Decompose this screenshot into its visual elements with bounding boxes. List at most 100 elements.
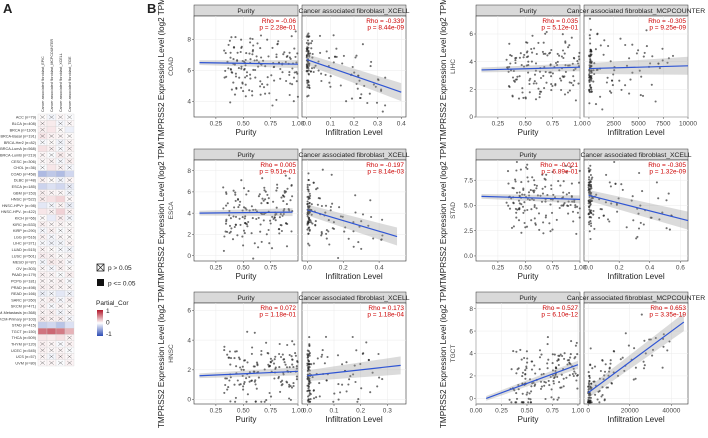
- colorbar: [97, 310, 103, 336]
- data-point: [372, 237, 375, 240]
- data-point: [285, 380, 288, 383]
- data-point: [249, 77, 252, 80]
- data-point: [588, 183, 591, 186]
- data-point: [294, 55, 297, 58]
- data-point: [236, 234, 239, 237]
- data-point: [305, 65, 308, 68]
- data-point: [253, 59, 256, 62]
- data-point: [508, 42, 511, 45]
- data-point: [266, 193, 269, 196]
- data-point: [306, 81, 309, 84]
- heatmap-cross-mark: [49, 291, 54, 296]
- data-point: [318, 395, 321, 398]
- data-point: [282, 209, 285, 212]
- data-point: [228, 224, 232, 227]
- data-point: [564, 40, 567, 43]
- data-point: [307, 72, 310, 75]
- scatter-plot-tgct: TMPRSS2 Expression Level (log2 TPM TGCT02…: [439, 285, 705, 428]
- x-axis-title: Infiltration Level: [607, 415, 665, 424]
- heatmap-cross-mark: [58, 316, 63, 321]
- heatmap-cell: [55, 208, 66, 215]
- data-point: [360, 220, 363, 223]
- data-point: [542, 74, 545, 77]
- data-point: [572, 220, 575, 223]
- data-point: [307, 232, 310, 235]
- data-point: [307, 355, 310, 358]
- data-point: [271, 104, 274, 107]
- heatmap-cross-mark: [67, 335, 72, 340]
- data-point: [278, 352, 281, 356]
- data-point: [274, 219, 277, 222]
- data-point: [560, 88, 563, 92]
- heatmap-cross-mark: [67, 266, 72, 271]
- data-point: [544, 185, 547, 188]
- data-point: [310, 67, 314, 70]
- x-tick-label: 0.2: [349, 121, 358, 128]
- heatmap-cross-mark: [67, 209, 72, 214]
- data-point: [259, 85, 262, 88]
- regression-line: [481, 66, 581, 71]
- data-point: [270, 247, 274, 250]
- x-tick-label: 1.00: [292, 121, 305, 128]
- data-point: [243, 68, 246, 71]
- data-point: [291, 363, 294, 366]
- p-value-label: p = 1.18e-04: [367, 312, 404, 319]
- data-point: [355, 82, 358, 85]
- data-point: [530, 390, 533, 393]
- data-point: [344, 226, 347, 229]
- scatter-panels: TMPRSS2 Expression Level (log2 TPM COAD46…: [157, 0, 705, 428]
- data-point: [524, 373, 527, 376]
- data-point: [306, 46, 309, 49]
- data-point: [517, 199, 521, 202]
- heatmap-cross-mark: [49, 279, 54, 283]
- data-point: [307, 83, 310, 87]
- data-point: [554, 369, 557, 373]
- data-point: [324, 204, 328, 207]
- data-point: [308, 400, 311, 403]
- heatmap-column-label: Cancer associated fibroblast_TIDE: [68, 56, 72, 112]
- data-point: [283, 195, 286, 198]
- data-point: [224, 222, 228, 225]
- data-point: [224, 69, 227, 72]
- data-point: [666, 61, 669, 64]
- data-point: [578, 216, 581, 219]
- data-point: [320, 232, 323, 235]
- data-point: [645, 45, 648, 48]
- data-point: [589, 396, 592, 399]
- data-point: [252, 68, 255, 71]
- heatmap-cell: [37, 145, 48, 152]
- data-point: [260, 56, 263, 59]
- data-point: [534, 98, 538, 101]
- data-point: [306, 222, 309, 225]
- data-point: [235, 365, 238, 368]
- x-tick-label: 0.75: [264, 408, 277, 415]
- data-point: [643, 51, 646, 54]
- rho-label: Rho = -0.197: [366, 162, 404, 169]
- data-point: [259, 34, 263, 37]
- heatmap-cross-mark: [40, 348, 45, 353]
- data-point: [556, 398, 559, 401]
- x-axis-title: Infiltration Level: [325, 272, 383, 281]
- cancer-type-label: ESCA: [168, 201, 175, 219]
- heatmap-cross-mark: [40, 247, 45, 252]
- data-point: [262, 219, 265, 222]
- data-point: [356, 87, 359, 90]
- data-point: [262, 199, 265, 202]
- data-point: [515, 169, 518, 172]
- data-point: [549, 51, 552, 54]
- data-point: [619, 358, 622, 361]
- data-point: [245, 208, 248, 211]
- data-point: [588, 230, 591, 233]
- data-point: [280, 196, 283, 199]
- heatmap-row-label: CHOL (n=36): [13, 166, 36, 170]
- data-point: [288, 397, 291, 400]
- heatmap-cross-mark: [58, 285, 63, 290]
- data-point: [546, 362, 549, 365]
- data-point: [550, 48, 553, 52]
- data-point: [562, 377, 565, 380]
- data-point: [554, 83, 557, 86]
- heatmap-row-label: READ (n=166): [11, 292, 37, 296]
- data-point: [239, 200, 242, 203]
- data-point: [588, 379, 591, 382]
- heatmap-cross-mark: [58, 234, 63, 239]
